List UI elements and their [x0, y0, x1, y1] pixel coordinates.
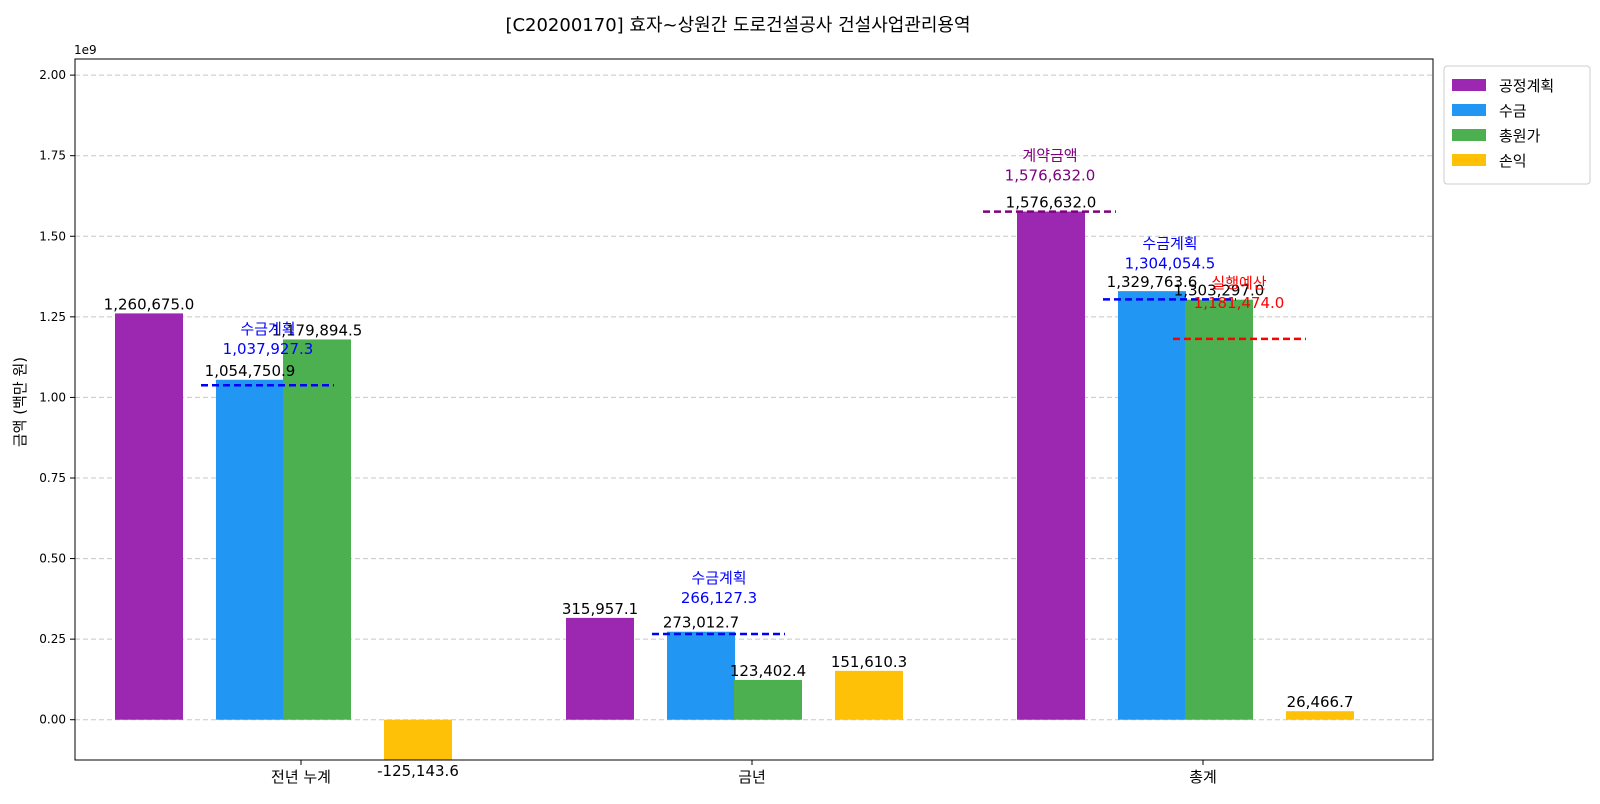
bar-3-0: [384, 720, 452, 760]
reference-name-label: 수금계획: [691, 569, 746, 587]
legend-label: 공정계획: [1499, 77, 1554, 95]
reference-value-label: 1,037,927.3: [223, 340, 314, 358]
x-tick-label: 전년 누계: [271, 768, 331, 786]
y-axis-label: 금액 (백만 원): [11, 357, 29, 447]
y-offset-label: 1e9: [74, 43, 97, 57]
bar-value-label: 123,402.4: [730, 662, 806, 680]
bar-value-label: 273,012.7: [663, 614, 739, 632]
bar-1-2: [1118, 291, 1186, 720]
reference-name-label: 실행예산: [1211, 274, 1266, 292]
reference-name-label: 계약금액: [1022, 147, 1077, 165]
bar-value-label: -125,143.6: [377, 762, 459, 780]
y-tick-label: 0.75: [39, 471, 66, 485]
y-tick-label: 1.00: [39, 390, 66, 404]
reference-name-label: 수금계획: [240, 320, 295, 338]
chart-title: [C20200170] 효자~상원간 도로건설공사 건설사업관리용역: [505, 15, 970, 36]
bar-0-1: [566, 618, 634, 720]
y-tick-label: 1.25: [39, 310, 66, 324]
bar-value-label: 151,610.3: [831, 653, 907, 671]
bar-0-2: [1017, 212, 1085, 720]
y-tick-label: 1.50: [39, 229, 66, 243]
bar-value-label: 1,260,675.0: [104, 295, 195, 313]
y-tick-label: 0.25: [39, 632, 66, 646]
y-tick-label: 2.00: [39, 68, 66, 82]
bar-value-label: 1,576,632.0: [1006, 194, 1097, 212]
bar-1-1: [667, 632, 735, 720]
reference-name-label: 수금계획: [1142, 234, 1197, 252]
bar-value-label: 26,466.7: [1287, 693, 1354, 711]
legend-swatch: [1452, 79, 1486, 91]
bar-value-label: 1,054,750.9: [205, 362, 296, 380]
y-tick-label: 0.00: [39, 713, 66, 727]
reference-value-label: 1,304,054.5: [1125, 254, 1216, 272]
y-tick-label: 0.50: [39, 552, 66, 566]
reference-value-label: 1,181,474.0: [1194, 294, 1285, 312]
reference-value-label: 1,576,632.0: [1005, 167, 1096, 185]
legend-label: 손익: [1499, 152, 1527, 170]
x-tick-label: 금년: [738, 768, 766, 786]
bar-2-2: [1185, 300, 1253, 720]
legend-swatch: [1452, 154, 1486, 166]
x-tick-label: 총계: [1189, 768, 1217, 786]
reference-value-label: 266,127.3: [681, 589, 757, 607]
bar-2-0: [283, 339, 351, 719]
y-tick-label: 1.75: [39, 149, 66, 163]
bar-1-0: [216, 380, 284, 720]
bar-0-0: [115, 313, 183, 719]
legend-swatch: [1452, 104, 1486, 116]
bar-3-1: [835, 671, 903, 720]
bar-3-2: [1286, 711, 1354, 720]
legend-swatch: [1452, 129, 1486, 141]
legend-label: 총원가: [1499, 127, 1541, 145]
bar-2-1: [734, 680, 802, 720]
legend-label: 수금: [1499, 102, 1527, 120]
bar-value-label: 315,957.1: [562, 600, 638, 618]
